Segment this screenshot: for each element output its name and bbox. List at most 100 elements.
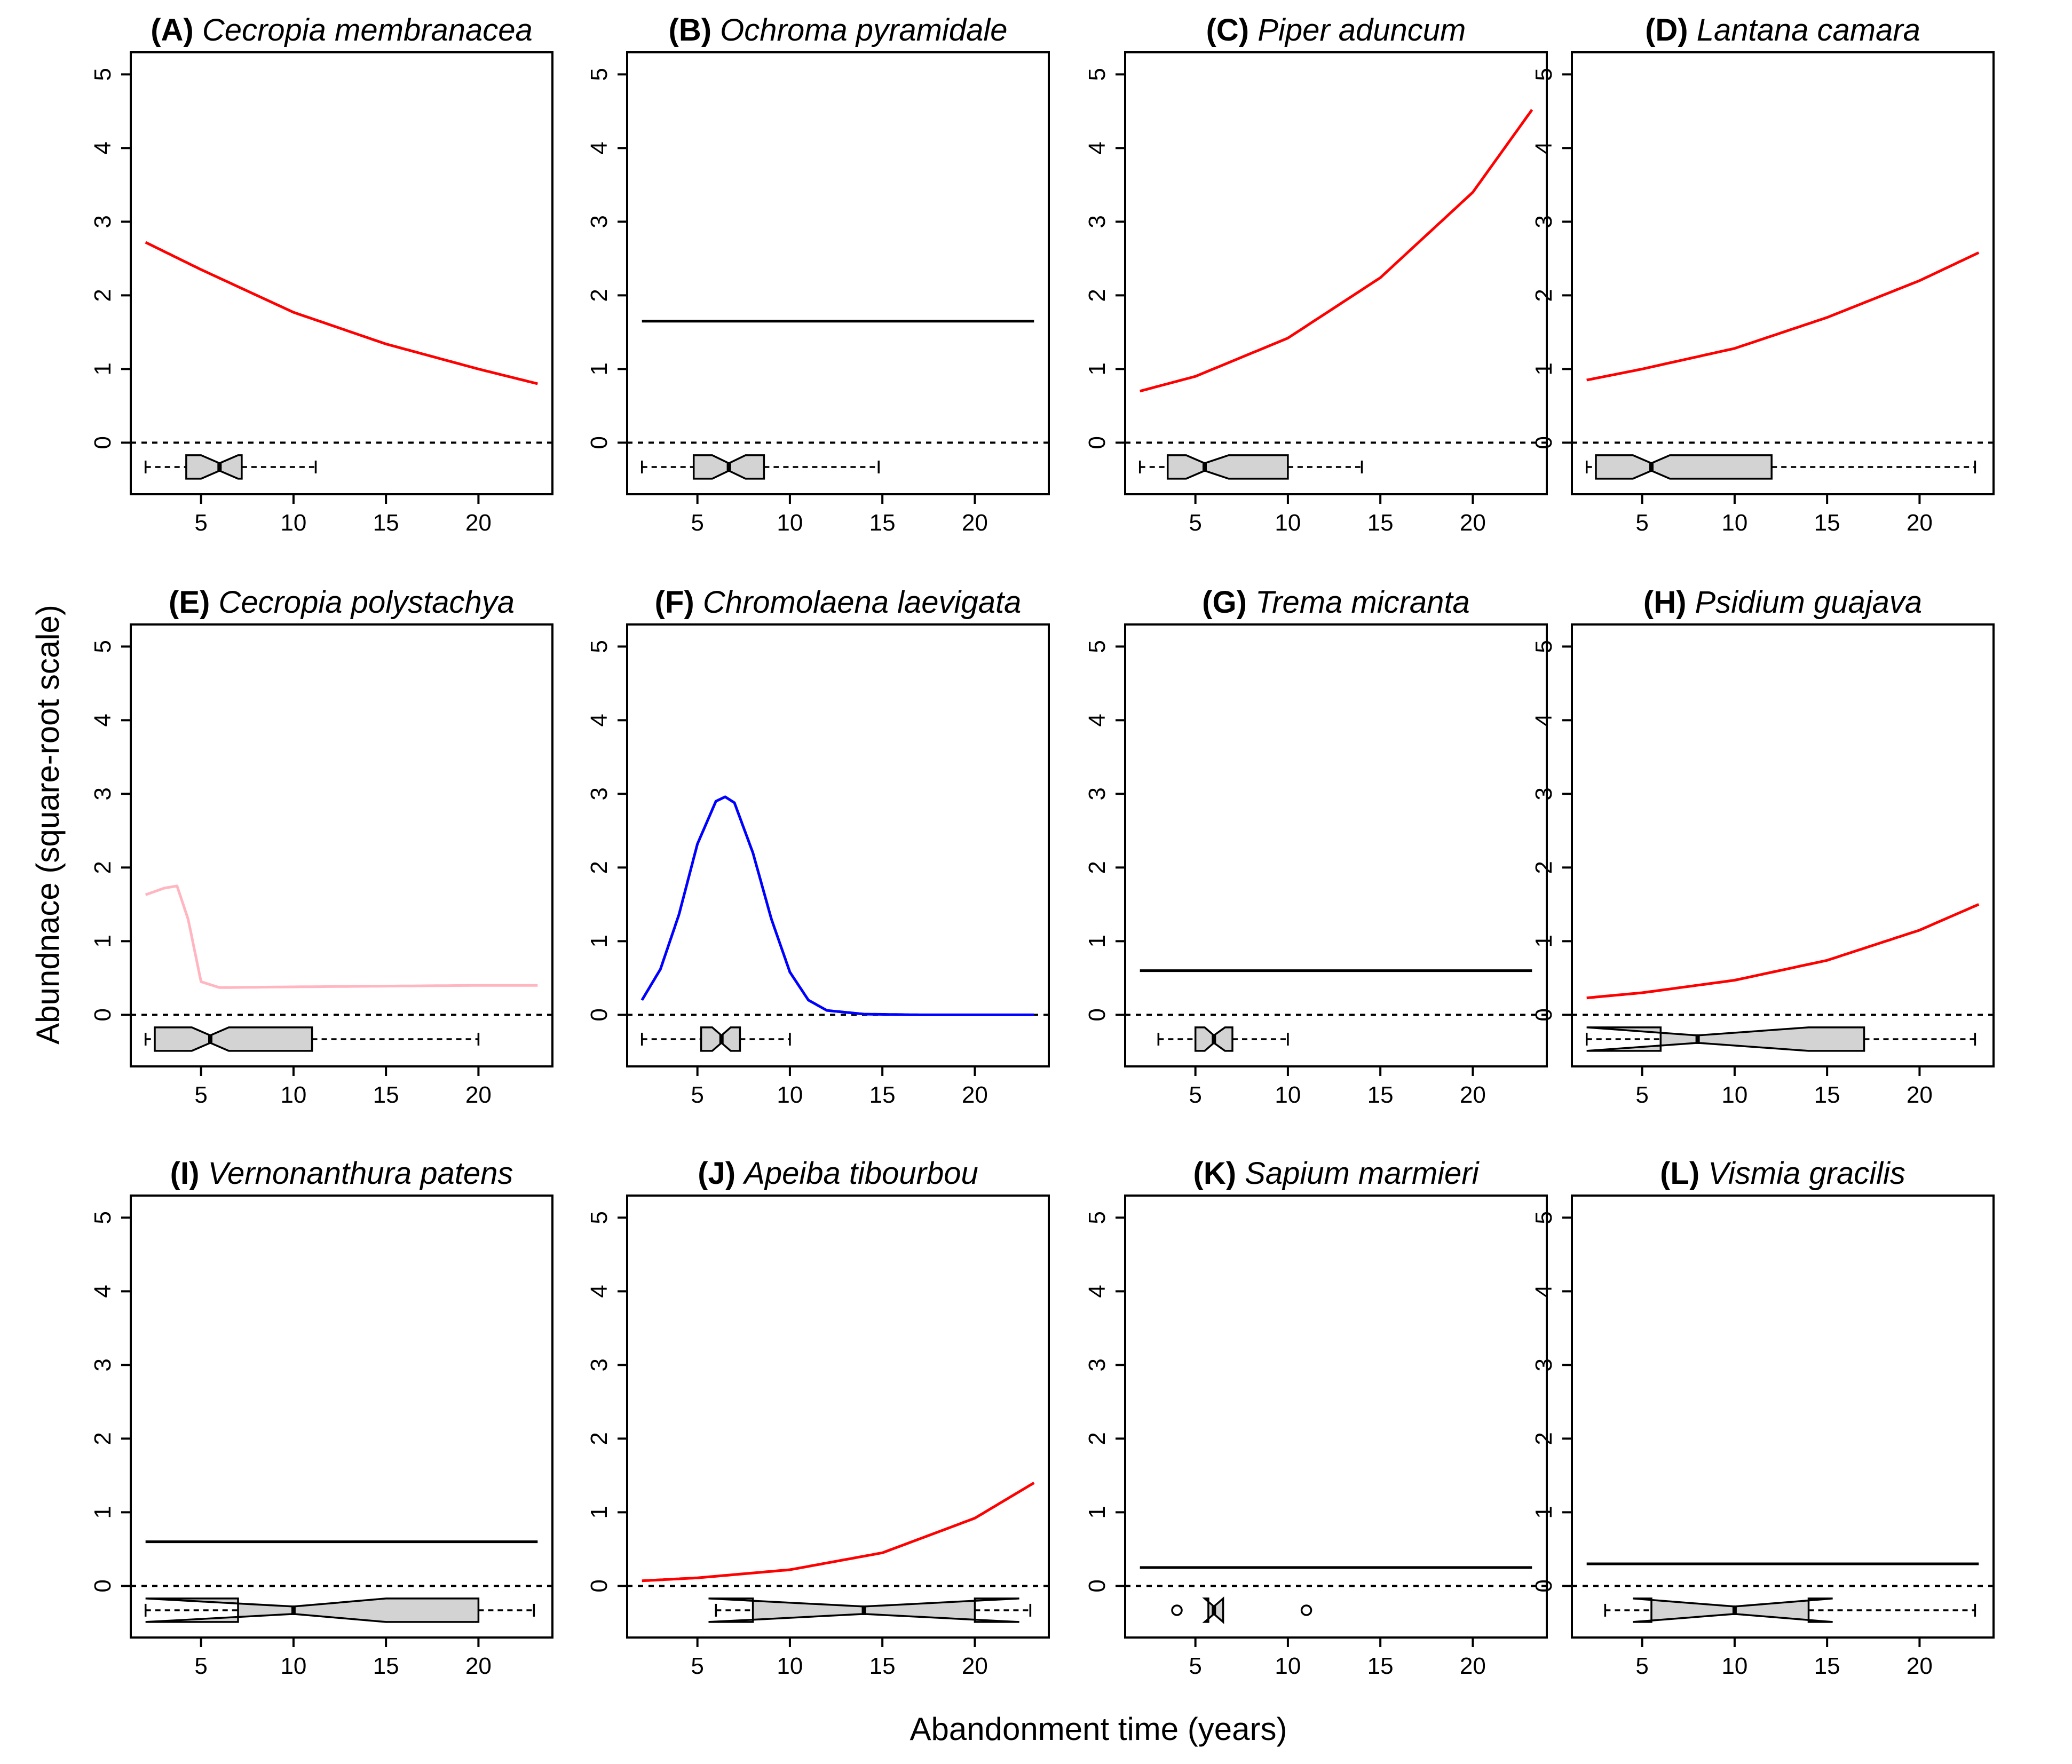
x-tick-label: 20 — [962, 510, 988, 536]
plot-frame — [1571, 1195, 1995, 1639]
x-tick-label: 5 — [1189, 1653, 1201, 1679]
x-tick-label: 5 — [194, 510, 207, 536]
x-tick-label: 20 — [962, 1653, 988, 1679]
panel-letter: (I) — [170, 1156, 208, 1191]
y-tick-label: 5 — [586, 640, 612, 653]
x-tick-label: 10 — [1275, 1082, 1301, 1108]
x-tick-label: 10 — [280, 510, 306, 536]
y-tick-label: 1 — [586, 935, 612, 947]
panel-piper-aduncum: (C) Piper aduncum 0 1 2 3 4 5 5 10 15 20 — [1084, 13, 1548, 536]
panel-letter: (A) — [151, 13, 202, 48]
species-name: Apeiba tibourbou — [742, 1156, 978, 1191]
y-tick-label: 1 — [586, 362, 612, 375]
panel-title: (C) Piper aduncum — [1206, 13, 1466, 48]
species-name: Chromolaena laevigata — [703, 585, 1021, 620]
panel-letter: (B) — [669, 13, 721, 48]
x-tick-label: 10 — [1275, 510, 1301, 536]
x-tick-label: 10 — [777, 510, 803, 536]
y-tick-label: 1 — [90, 1506, 116, 1518]
y-tick-label: 3 — [586, 1358, 612, 1371]
species-name: Sapium marmieri — [1245, 1156, 1480, 1191]
y-tick-label: 5 — [90, 1211, 116, 1224]
y-tick-label: 3 — [1531, 215, 1557, 228]
panel-letter: (H) — [1643, 585, 1695, 620]
fitted-curve — [145, 241, 538, 385]
boxplot — [1585, 454, 1976, 480]
y-tick-label: 1 — [1084, 1506, 1110, 1518]
x-tick-label: 5 — [1635, 510, 1648, 536]
y-tick-label: 3 — [90, 215, 116, 228]
panel-title: (I) Vernonanthura patens — [170, 1156, 513, 1191]
x-tick-label: 15 — [869, 1653, 896, 1679]
fitted-curve — [1140, 109, 1533, 393]
y-tick-label: 5 — [90, 68, 116, 81]
boxplot — [1171, 1596, 1312, 1624]
y-tick-label: 2 — [1531, 861, 1557, 874]
panel-cecropia-membranacea: (A) Cecropia membranacea 0 1 2 3 4 5 5 10 15 20 — [90, 13, 553, 536]
panel-letter: (D) — [1645, 13, 1697, 48]
x-tick-label: 15 — [1367, 510, 1394, 536]
x-tick-label: 10 — [280, 1653, 306, 1679]
panel-title: (K) Sapium marmieri — [1193, 1156, 1480, 1191]
y-tick-label: 0 — [1084, 1579, 1110, 1592]
y-tick-label: 5 — [586, 1211, 612, 1224]
notched-box — [145, 1597, 480, 1623]
panel-cecropia-polystachya: (E) Cecropia polystachya 0 1 2 3 4 5 5 10 15 20 — [90, 585, 553, 1108]
x-tick-label: 5 — [691, 510, 703, 536]
y-tick-label: 1 — [586, 1506, 612, 1518]
y-tick-label: 0 — [586, 1008, 612, 1021]
x-tick-label: 5 — [194, 1653, 207, 1679]
boxplot — [640, 454, 880, 480]
y-tick-label: 2 — [586, 861, 612, 874]
y-tick-label: 3 — [586, 787, 612, 800]
plot-frame — [1571, 51, 1995, 495]
y-tick-label: 1 — [1084, 362, 1110, 375]
x-tick-label: 20 — [1907, 510, 1933, 536]
y-tick-label: 0 — [90, 436, 116, 449]
x-tick-label: 15 — [1814, 1653, 1840, 1679]
panel-letter: (E) — [169, 585, 218, 620]
panel-title: (J) Apeiba tibourbou — [698, 1156, 978, 1191]
y-tick-label: 3 — [1084, 1358, 1110, 1371]
x-tick-label: 15 — [869, 1082, 896, 1108]
panel-title: (F) Chromolaena laevigata — [655, 585, 1022, 620]
x-tick-label: 15 — [373, 510, 399, 536]
x-tick-label: 10 — [777, 1653, 803, 1679]
boxplot — [640, 1026, 791, 1052]
y-tick-label: 2 — [1084, 289, 1110, 302]
y-tick-label: 4 — [1531, 1285, 1557, 1298]
y-tick-label: 4 — [1531, 714, 1557, 726]
panel-title: (D) Lantana camara — [1645, 13, 1920, 48]
x-tick-label: 20 — [1907, 1082, 1933, 1108]
outlier-point — [1171, 1604, 1183, 1616]
panel-trema-micranta: (G) Trema micranta 0 1 2 3 4 5 5 10 15 20 — [1084, 585, 1548, 1108]
y-tick-label: 5 — [1531, 68, 1557, 81]
panel-title: (L) Vismia gracilis — [1660, 1156, 1905, 1191]
panel-letter: (G) — [1202, 585, 1255, 620]
panel-title: (H) Psidium guajava — [1643, 585, 1922, 620]
y-tick-label: 3 — [1531, 787, 1557, 800]
x-tick-label: 5 — [1189, 510, 1201, 536]
y-tick-label: 5 — [586, 68, 612, 81]
notched-box — [154, 1026, 313, 1052]
x-tick-label: 15 — [1814, 1082, 1840, 1108]
y-tick-label: 5 — [1084, 68, 1110, 81]
y-tick-label: 3 — [1084, 787, 1110, 800]
boxplot — [144, 1026, 480, 1052]
y-tick-label: 1 — [1531, 935, 1557, 947]
panel-letter: (F) — [655, 585, 703, 620]
y-tick-label: 3 — [90, 787, 116, 800]
panel-sapium-marmieri: (K) Sapium marmieri 0 1 2 3 4 5 5 10 15 20 — [1084, 1156, 1548, 1679]
x-tick-label: 5 — [194, 1082, 207, 1108]
plot-frame — [130, 51, 553, 495]
y-tick-label: 2 — [586, 1432, 612, 1445]
plot-frame — [1124, 1195, 1548, 1639]
x-tick-label: 10 — [1721, 1082, 1747, 1108]
panel-title: (E) Cecropia polystachya — [169, 585, 515, 620]
species-name: Piper aduncum — [1258, 13, 1466, 48]
x-tick-label: 20 — [465, 1082, 492, 1108]
notched-box — [1166, 454, 1289, 480]
boxplot — [708, 1597, 1032, 1623]
